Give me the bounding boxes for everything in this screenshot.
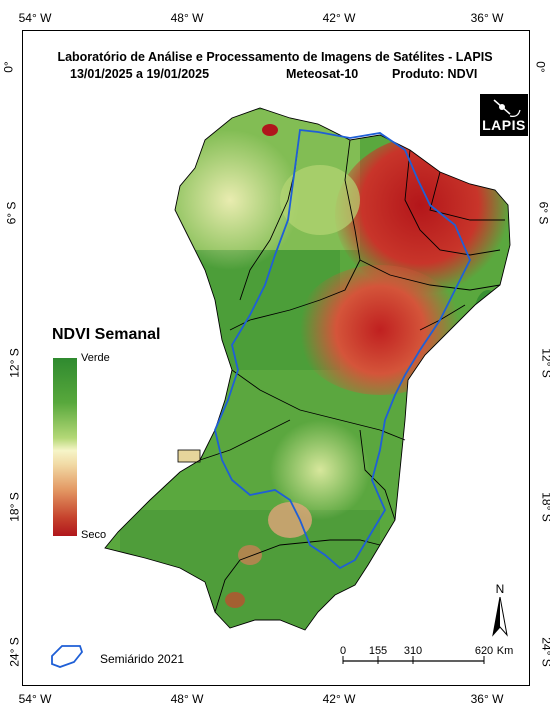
detached-area xyxy=(177,449,201,463)
scale-tick-label: 155 xyxy=(368,645,388,657)
ndvi-raster xyxy=(105,108,510,630)
semiarid-legend-label: Semiárido 2021 xyxy=(100,652,185,666)
scale-tick-label: 0 xyxy=(339,645,347,657)
legend-top-label: Verde xyxy=(81,352,110,364)
date-range: 13/01/2025 a 19/01/2025 xyxy=(70,67,210,81)
lon-tick-bottom: 42° W xyxy=(322,692,356,706)
north-arrow: N xyxy=(485,582,515,642)
lon-tick-top: 48° W xyxy=(170,11,204,25)
scale-unit: Km xyxy=(496,645,514,657)
lon-tick-top: 54° W xyxy=(18,11,52,25)
semiarid-boundary xyxy=(214,129,471,570)
satellite-name: Meteosat-10 xyxy=(286,67,359,81)
north-label: N xyxy=(495,582,505,596)
scale-tick-label: 310 xyxy=(403,645,423,657)
lon-tick-bottom: 54° W xyxy=(18,692,52,706)
lon-tick-top: 36° W xyxy=(470,11,504,25)
lon-tick-bottom: 48° W xyxy=(170,692,204,706)
lon-tick-bottom: 36° W xyxy=(470,692,504,706)
state-borders xyxy=(104,107,511,631)
legend-bottom-label: Seco xyxy=(81,529,107,541)
semiarid-legend-icon xyxy=(51,645,84,668)
satellite-icon xyxy=(493,99,521,117)
north-arrow-icon xyxy=(492,597,508,637)
lon-tick-top: 42° W xyxy=(322,11,356,25)
lapis-logo-text: LAPIS xyxy=(482,117,526,133)
ndvi-colorbar xyxy=(53,358,77,536)
product-name: Produto: NDVI xyxy=(392,67,478,81)
scale-bar xyxy=(342,656,485,664)
legend-title: NDVI Semanal xyxy=(52,326,161,343)
lapis-logo: LAPIS xyxy=(480,94,528,136)
scale-tick-label: 620 xyxy=(474,645,494,657)
map-title: Laboratório de Análise e Processamento d… xyxy=(57,50,493,64)
